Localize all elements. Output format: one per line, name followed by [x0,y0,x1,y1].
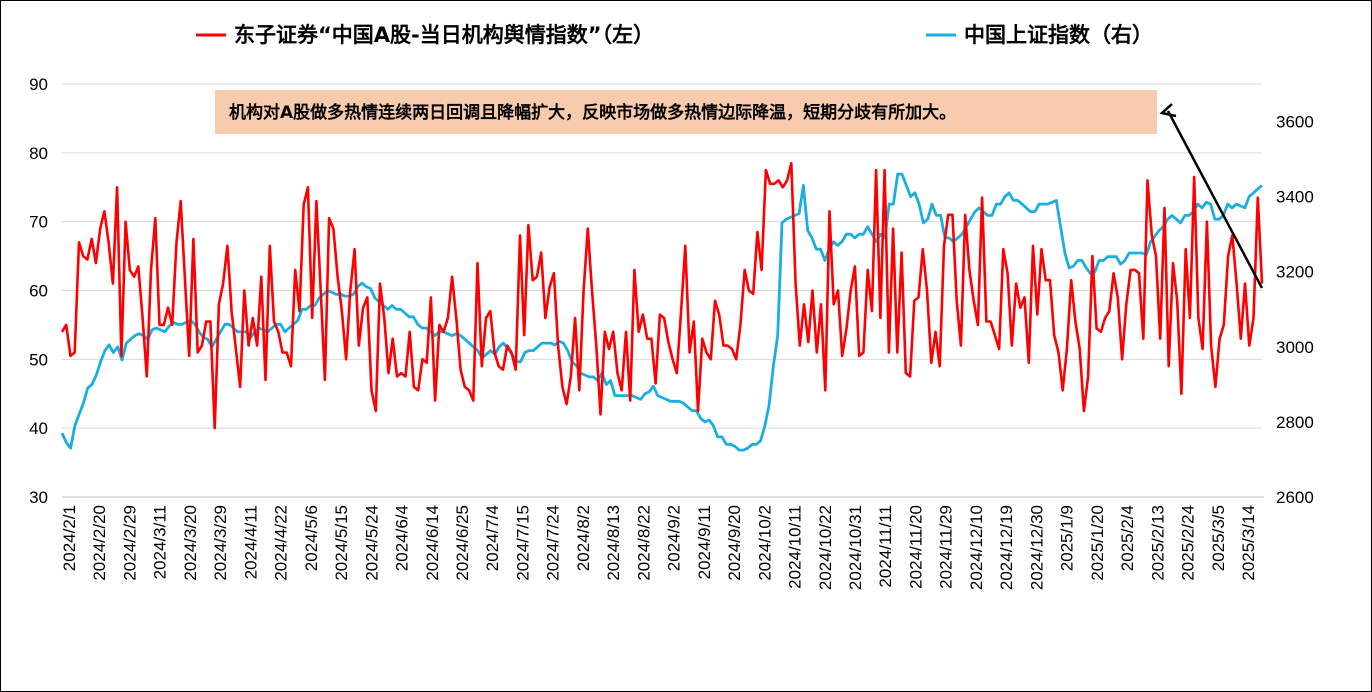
x-axis-tick-label: 2024/5/6 [302,505,321,571]
x-axis-tick-label: 2024/8/22 [634,505,653,581]
x-axis-tick-label: 2025/1/20 [1088,505,1107,581]
x-axis-tick-label: 2024/2/20 [90,505,109,581]
x-axis-tick-label: 2025/1/9 [1058,505,1077,571]
annotation-box [215,90,1157,134]
x-axis-tick-label: 2024/11/29 [937,505,956,589]
left-axis-tick-label: 30 [29,488,48,507]
right-axis-tick-label: 3400 [1276,188,1314,207]
x-axis-tick-label: 2024/5/15 [332,505,351,581]
x-axis-tick-label: 2024/8/13 [604,505,623,581]
right-axis-tick-label: 2600 [1276,488,1314,507]
x-axis-tick-label: 2024/4/22 [272,505,291,581]
x-axis-tick-label: 2024/11/11 [876,505,895,588]
legend-label-series-2: 中国上证指数（右） [964,23,1153,47]
x-axis-tick-label: 2024/10/31 [846,505,865,590]
legend: 东子证券“中国A股-当日机构舆情指数”（左） 中国上证指数（右） [196,23,1153,47]
x-axis-tick-label: 2024/7/4 [483,505,502,571]
left-axis-tick-label: 50 [29,350,48,369]
x-axis-tick-label: 2024/5/24 [362,505,381,581]
x-axis-tick-label: 2024/3/20 [181,505,200,581]
x-axis-tick-label: 2025/2/13 [1148,505,1167,581]
annotation-text: 机构对A股做多热情连续两日回调且降幅扩大，反映市场做多热情边际降温，短期分歧有所… [229,102,956,123]
x-axis-tick-label: 2024/2/1 [60,505,79,571]
left-axis-tick-label: 90 [29,75,48,94]
x-axis-tick-label: 2024/12/10 [967,505,986,590]
left-axis-tick-label: 80 [29,144,48,163]
x-axis-tick-label: 2024/8/2 [574,505,593,571]
annotation-arrow-head [1159,103,1177,118]
x-axis-tick-label: 2024/12/19 [997,505,1016,590]
annotation-arrow [1166,110,1264,289]
right-axis-tick-label: 3200 [1276,263,1314,282]
x-axis-tick-label: 2024/10/11 [786,505,805,589]
x-axis-tick-label: 2024/9/11 [695,505,714,579]
right-axis-tick-label: 3600 [1276,113,1314,132]
x-axis-tick-label: 2024/7/15 [513,505,532,581]
series [60,161,1264,452]
x-axis-tick-label: 2024/4/11 [241,505,260,579]
x-axis-tick-label: 2024/11/20 [906,505,925,589]
x-axis-tick-label: 2024/6/4 [393,505,412,571]
series-line-2 [60,172,1263,452]
left-axis-ticks: 30 40 50 60 70 80 90 [29,75,48,507]
x-axis-tick-label: 2024/7/24 [544,505,563,581]
x-axis-tick-label: 2025/3/14 [1239,505,1258,581]
right-axis-tick-label: 3000 [1276,338,1314,357]
left-axis-tick-label: 60 [29,282,48,301]
right-axis-tick-label: 2800 [1276,413,1314,432]
x-axis-tick-label: 2024/10/2 [755,505,774,581]
left-axis-tick-label: 40 [29,419,48,438]
x-axis-ticks: 2024/2/1 2024/2/20 2024/2/29 2024/3/11 2024/… [60,505,1258,590]
x-axis-tick-label: 2025/2/4 [1118,505,1137,571]
x-axis-tick-label: 2024/6/25 [453,505,472,581]
x-axis-tick-label: 2025/3/5 [1209,505,1228,571]
x-axis-tick-label: 2024/9/20 [725,505,744,581]
x-axis-tick-label: 2024/9/2 [665,505,684,571]
x-axis-tick-label: 2024/2/29 [120,505,139,581]
left-axis-tick-label: 70 [29,213,48,232]
x-axis-tick-label: 2024/3/29 [211,505,230,581]
x-axis-tick-label: 2024/10/22 [816,505,835,590]
x-axis-tick-label: 2024/12/30 [1027,505,1046,590]
x-axis-tick-label: 2025/2/24 [1179,505,1198,581]
x-axis-tick-label: 2024/6/14 [423,505,442,581]
right-axis-ticks: 2600 2800 3000 3200 3400 3600 [1276,113,1314,507]
series-line-1 [60,161,1264,430]
legend-label-series-1: 东子证券“中国A股-当日机构舆情指数”（左） [234,23,654,47]
annotation: 机构对A股做多热情连续两日回调且降幅扩大，反映市场做多热情边际降温，短期分歧有所… [215,90,1264,289]
x-axis-tick-label: 2024/3/11 [151,505,170,579]
